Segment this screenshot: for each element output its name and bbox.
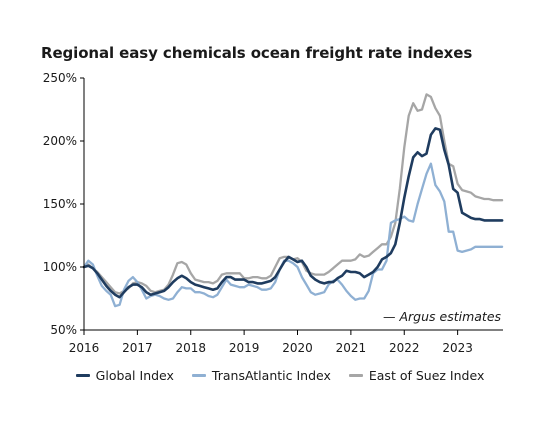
legend-label: East of Suez Index xyxy=(368,368,485,383)
x-tick-label: 2023 xyxy=(442,341,473,355)
legend-item-east-of-suez-index: East of Suez Index xyxy=(348,368,485,383)
legend-item-global-index: Global Index xyxy=(75,368,174,383)
y-tick-label: 50% xyxy=(50,323,77,337)
chart-title: Regional easy chemicals ocean freight ra… xyxy=(41,44,473,62)
x-tick-label: 2018 xyxy=(175,341,206,355)
argus-estimates-annotation: — Argus estimates xyxy=(383,309,502,324)
y-tick-label: 200% xyxy=(43,134,77,148)
x-tick-label: 2021 xyxy=(336,341,367,355)
legend-label: TransAtlantic Index xyxy=(211,368,331,383)
series-layer xyxy=(82,93,504,308)
y-tick-label: 150% xyxy=(43,197,77,211)
x-tick-label: 2019 xyxy=(229,341,260,355)
legend-swatch xyxy=(348,374,363,377)
legend-label: Global Index xyxy=(95,368,174,383)
labels-layer: 50% 100% 150% 200% 250% 2016 2017 2018 2019 2020 2… xyxy=(43,71,473,355)
x-tick-label: 2016 xyxy=(69,341,100,355)
legend-swatch xyxy=(75,374,90,377)
series-line-global-index xyxy=(82,127,504,299)
x-tick-label: 2020 xyxy=(282,341,313,355)
legend-swatch xyxy=(191,374,206,377)
series-line-transatlantic-index xyxy=(82,162,504,308)
axes-layer xyxy=(80,77,503,335)
y-tick-label: 100% xyxy=(43,260,77,274)
y-tick-label: 250% xyxy=(43,71,77,85)
x-tick-label: 2022 xyxy=(389,341,420,355)
legend: Global Index TransAtlantic Index East of S… xyxy=(0,368,560,383)
x-tick-label: 2017 xyxy=(122,341,153,355)
legend-item-transatlantic-index: TransAtlantic Index xyxy=(191,368,331,383)
